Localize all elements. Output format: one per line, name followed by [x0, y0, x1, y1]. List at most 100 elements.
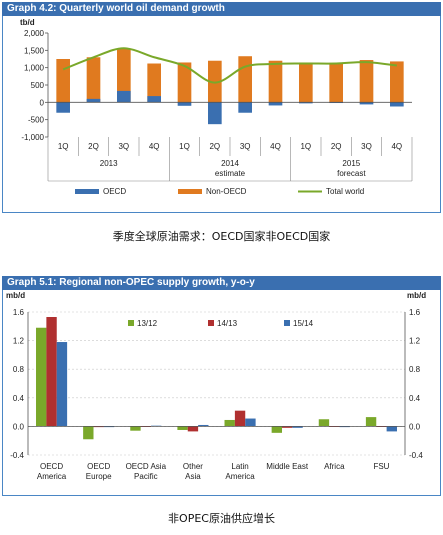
bar-non-oecd [390, 61, 404, 103]
year-sublabel: forecast [337, 169, 366, 178]
y-tick-label-right: -0.4 [409, 451, 423, 460]
x-tick-label: 3Q [118, 142, 129, 151]
bar-13-12 [83, 426, 94, 440]
demand-chart-panel: Graph 4.2: Quarterly world oil demand gr… [0, 0, 443, 215]
bar-15-14 [245, 418, 256, 427]
x-tick-label: America [225, 472, 255, 481]
bar-non-oecd [208, 60, 222, 103]
bar-non-oecd [268, 60, 283, 103]
caption-supply: 非OPEC原油供应增长 [168, 512, 275, 525]
bar-14-13 [187, 426, 199, 432]
legend-label: 15/14 [293, 319, 314, 328]
x-tick-label: 4Q [149, 142, 160, 151]
x-tick-label: Middle East [266, 462, 309, 471]
bar-14-13 [234, 410, 246, 427]
legend-swatch [178, 189, 202, 194]
bar-15-14 [292, 426, 303, 428]
x-tick-label: 3Q [240, 142, 251, 151]
legend-label: Non-OECD [206, 187, 247, 196]
x-tick-label: 1Q [58, 142, 69, 151]
x-tick-label: Africa [324, 462, 345, 471]
legend-label: 14/13 [217, 319, 238, 328]
bar-non-oecd [329, 62, 343, 103]
bar-non-oecd [56, 59, 70, 103]
bar-oecd [208, 102, 222, 125]
bar-13-12 [130, 426, 141, 431]
x-tick-label: 4Q [270, 142, 281, 151]
bar-non-oecd [86, 57, 101, 103]
x-tick-label: 2Q [331, 142, 342, 151]
bar-non-oecd [117, 48, 131, 103]
y-tick-label: -0.4 [10, 451, 24, 460]
year-label: 2014 [221, 159, 239, 168]
bar-oecd [359, 102, 374, 105]
bar-13-12 [271, 426, 283, 433]
caption-demand: 季度全球原油需求：OECD国家非OECD国家 [112, 230, 331, 243]
x-tick-label: 1Q [179, 142, 190, 151]
y-tick-label: 0.4 [13, 394, 25, 403]
y-tick-label: 0 [40, 98, 45, 107]
x-tick-label: 2Q [209, 142, 220, 151]
y-tick-label: 0.8 [13, 365, 25, 374]
y-tick-label: 1.6 [13, 308, 25, 317]
bar-non-oecd [177, 62, 192, 103]
y-tick-label-right: 1.2 [409, 337, 421, 346]
bar-oecd [238, 102, 252, 113]
bar-13-12 [318, 419, 330, 427]
bar-oecd [117, 90, 131, 103]
bar-oecd [390, 102, 404, 107]
year-label: 2013 [100, 159, 118, 168]
x-tick-label: 3Q [361, 142, 372, 151]
bar-14-13 [46, 317, 57, 427]
y-tick-label: 2,000 [24, 29, 45, 38]
legend-label: OECD [103, 187, 126, 196]
bar-13-12 [224, 419, 235, 427]
legend-swatch [128, 320, 134, 326]
x-tick-label: 2Q [88, 142, 99, 151]
x-tick-label: OECD [40, 462, 63, 471]
line-total-world [62, 47, 397, 84]
x-tick-label: Latin [231, 462, 248, 471]
y-tick-label-right: 0.0 [409, 422, 421, 431]
bar-non-oecd [359, 60, 374, 103]
y-tick-label-right: 0.8 [409, 365, 421, 374]
bar-13-12 [177, 426, 188, 430]
legend-label: 13/12 [137, 319, 158, 328]
x-tick-label: 1Q [300, 142, 311, 151]
bar-oecd [177, 102, 192, 106]
x-tick-label: America [37, 472, 67, 481]
x-tick-label: FSU [373, 462, 389, 471]
y-tick-label-right: 1.6 [409, 308, 421, 317]
bar-13-12 [36, 327, 47, 427]
y-tick-label: 500 [31, 81, 45, 90]
y-axis-unit-right: mb/d [407, 291, 426, 300]
supply-chart-panel: Graph 5.1: Regional non-OPEC supply grow… [0, 274, 443, 498]
bar-13-12 [365, 417, 377, 427]
year-sublabel: estimate [215, 169, 246, 178]
y-tick-label-right: 0.4 [409, 394, 421, 403]
year-label: 2015 [342, 159, 360, 168]
demand-chart-svg: 2,000 1,500 1,000 500 0 -500 -1,000 tb/d 1Q 2Q 3Q 4… [20, 18, 413, 196]
bar-non-oecd [147, 63, 161, 103]
bar-oecd [268, 102, 283, 106]
x-tick-label: Asia [185, 472, 201, 481]
chart-title: Graph 5.1: Regional non-OPEC supply grow… [2, 276, 441, 290]
bar-oecd [147, 96, 161, 103]
legend-swatch [284, 320, 290, 326]
bar-15-14 [386, 426, 397, 432]
bar-oecd [56, 102, 70, 113]
x-tick-label: Pacific [134, 472, 158, 481]
bar-14-13 [282, 426, 293, 428]
y-tick-label: 1,500 [24, 46, 45, 55]
chart-title: Graph 4.2: Quarterly world oil demand gr… [2, 2, 441, 16]
y-tick-label: 1,000 [24, 64, 45, 73]
y-tick-label: 1.2 [13, 337, 25, 346]
x-tick-label: OECD [87, 462, 110, 471]
legend-label: Total world [326, 187, 364, 196]
bar-non-oecd [238, 56, 252, 103]
y-axis-unit: mb/d [6, 291, 25, 300]
x-tick-label: Other [183, 462, 203, 471]
y-tick-label: -1,000 [21, 133, 44, 142]
y-axis-unit: tb/d [20, 18, 35, 27]
y-tick-label: 0.0 [13, 422, 25, 431]
